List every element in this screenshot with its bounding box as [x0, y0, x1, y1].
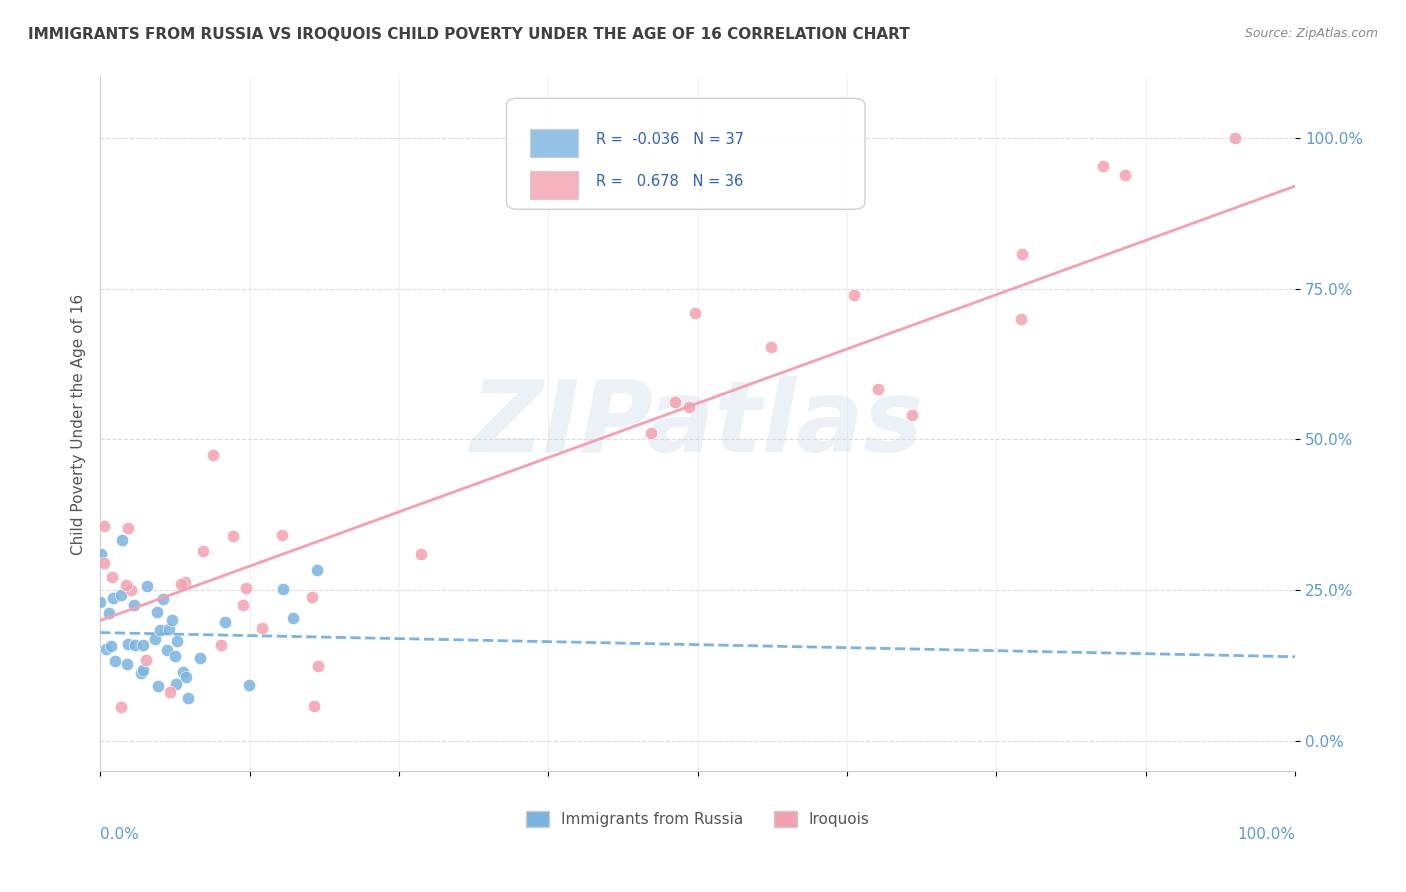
Immigrants from Russia: [104, 654, 127, 668]
Iroquois: [115, 577, 138, 591]
Iroquois: [866, 383, 889, 397]
Text: 100.0%: 100.0%: [1237, 827, 1295, 842]
FancyBboxPatch shape: [530, 171, 578, 199]
Immigrants from Russia: [157, 622, 180, 636]
FancyBboxPatch shape: [506, 98, 865, 210]
Immigrants from Russia: [100, 639, 122, 653]
Immigrants from Russia: [281, 611, 304, 625]
Iroquois: [1092, 160, 1115, 174]
Iroquois: [222, 529, 245, 543]
Iroquois: [1114, 168, 1136, 182]
Immigrants from Russia: [94, 642, 117, 657]
Iroquois: [191, 544, 214, 558]
Iroquois: [270, 528, 292, 542]
Iroquois: [1011, 246, 1033, 260]
Iroquois: [844, 287, 866, 301]
Legend: Immigrants from Russia, Iroquois: Immigrants from Russia, Iroquois: [520, 805, 876, 833]
Iroquois: [93, 519, 115, 533]
Iroquois: [1010, 312, 1032, 326]
Text: ZIPatlas: ZIPatlas: [471, 376, 924, 473]
Iroquois: [93, 556, 115, 570]
Immigrants from Russia: [103, 591, 125, 605]
Immigrants from Russia: [238, 678, 260, 692]
Iroquois: [678, 400, 700, 414]
Text: R =  -0.036   N = 37: R = -0.036 N = 37: [596, 132, 744, 147]
Immigrants from Russia: [132, 663, 155, 677]
Immigrants from Russia: [160, 613, 183, 627]
Iroquois: [250, 621, 273, 635]
Immigrants from Russia: [135, 579, 157, 593]
Immigrants from Russia: [214, 615, 236, 629]
Iroquois: [120, 582, 142, 597]
Y-axis label: Child Poverty Under the Age of 16: Child Poverty Under the Age of 16: [72, 293, 86, 555]
Immigrants from Russia: [143, 632, 166, 646]
Iroquois: [640, 426, 662, 441]
Text: 0.0%: 0.0%: [100, 827, 139, 842]
Iroquois: [135, 653, 157, 667]
Immigrants from Russia: [172, 665, 194, 679]
Iroquois: [1223, 130, 1246, 145]
Iroquois: [117, 521, 139, 535]
Immigrants from Russia: [307, 563, 329, 577]
Iroquois: [110, 699, 132, 714]
Immigrants from Russia: [188, 651, 211, 665]
Immigrants from Russia: [163, 649, 186, 664]
Immigrants from Russia: [131, 666, 153, 681]
Text: Source: ZipAtlas.com: Source: ZipAtlas.com: [1244, 27, 1378, 40]
Immigrants from Russia: [122, 598, 145, 612]
Iroquois: [174, 574, 197, 589]
Immigrants from Russia: [146, 605, 169, 619]
Iroquois: [664, 395, 686, 409]
Immigrants from Russia: [110, 588, 132, 602]
Iroquois: [683, 306, 706, 320]
Iroquois: [232, 598, 254, 612]
Immigrants from Russia: [273, 582, 295, 597]
Immigrants from Russia: [177, 691, 200, 706]
Immigrants from Russia: [174, 670, 197, 684]
Immigrants from Russia: [90, 547, 112, 561]
Iroquois: [301, 590, 323, 604]
Iroquois: [761, 340, 783, 354]
Immigrants from Russia: [166, 633, 188, 648]
Iroquois: [235, 581, 257, 595]
Immigrants from Russia: [117, 657, 139, 671]
Immigrants from Russia: [156, 643, 179, 657]
Text: R =   0.678   N = 36: R = 0.678 N = 36: [596, 174, 744, 189]
Iroquois: [169, 577, 191, 591]
Iroquois: [101, 570, 124, 584]
Immigrants from Russia: [146, 679, 169, 693]
Immigrants from Russia: [98, 606, 121, 620]
Immigrants from Russia: [152, 592, 174, 607]
Immigrants from Russia: [132, 638, 155, 652]
Iroquois: [302, 699, 325, 714]
Immigrants from Russia: [149, 623, 172, 637]
Immigrants from Russia: [89, 595, 111, 609]
Iroquois: [209, 638, 232, 652]
Iroquois: [159, 685, 181, 699]
FancyBboxPatch shape: [530, 129, 578, 157]
Immigrants from Russia: [117, 637, 139, 651]
Iroquois: [307, 659, 329, 673]
Text: IMMIGRANTS FROM RUSSIA VS IROQUOIS CHILD POVERTY UNDER THE AGE OF 16 CORRELATION: IMMIGRANTS FROM RUSSIA VS IROQUOIS CHILD…: [28, 27, 910, 42]
Immigrants from Russia: [111, 533, 134, 548]
Iroquois: [411, 547, 433, 561]
Iroquois: [201, 448, 224, 462]
Immigrants from Russia: [165, 677, 187, 691]
Iroquois: [901, 408, 924, 422]
Immigrants from Russia: [124, 638, 146, 652]
